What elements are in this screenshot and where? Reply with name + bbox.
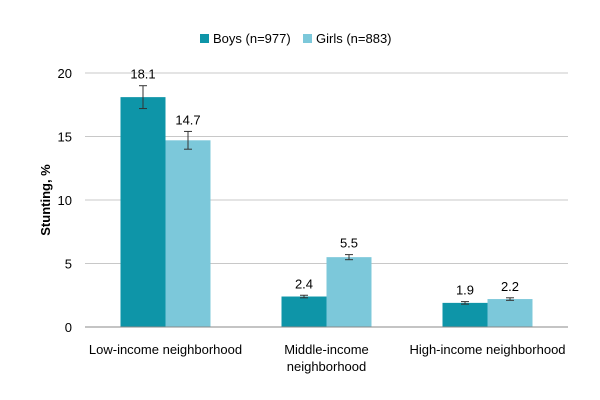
error-bars: [139, 85, 514, 305]
legend-label: Boys (n=977): [213, 31, 291, 46]
data-label: 5.5: [340, 236, 358, 251]
y-tick-label: 5: [65, 257, 72, 272]
bar: [442, 302, 488, 327]
bars: [120, 97, 533, 327]
data-label: 14.7: [175, 112, 200, 127]
y-tick-label: 0: [65, 320, 72, 335]
bar: [487, 299, 533, 327]
y-tick-label: 15: [58, 130, 72, 145]
data-labels: 18.1 2.4 1.9 14.7 5.5 2.2: [130, 67, 519, 298]
bar: [326, 257, 372, 327]
bar: [281, 296, 327, 327]
category-labels: Low-income neighborhood Middle-income neig…: [89, 342, 566, 374]
data-label: 2.2: [501, 279, 519, 294]
y-axis-title: Stunting, %: [38, 164, 53, 236]
category-label: High-income neighborhood: [409, 342, 565, 357]
legend-swatch: [200, 34, 209, 43]
bar: [120, 97, 166, 327]
data-label: 1.9: [456, 283, 474, 298]
bar: [165, 140, 211, 327]
y-tick-label: 20: [58, 66, 72, 81]
legend-label: Girls (n=883): [316, 31, 392, 46]
category-label: Low-income neighborhood: [89, 342, 242, 357]
legend-swatch: [303, 34, 312, 43]
y-tick-label: 10: [58, 193, 72, 208]
category-label: Middle-income neighborhood: [284, 342, 369, 374]
data-label: 18.1: [130, 67, 155, 82]
data-label: 2.4: [295, 276, 313, 291]
y-axis-ticks: 0 5 10 15 20: [58, 66, 72, 335]
legend: Boys (n=977) Girls (n=883): [200, 31, 392, 46]
